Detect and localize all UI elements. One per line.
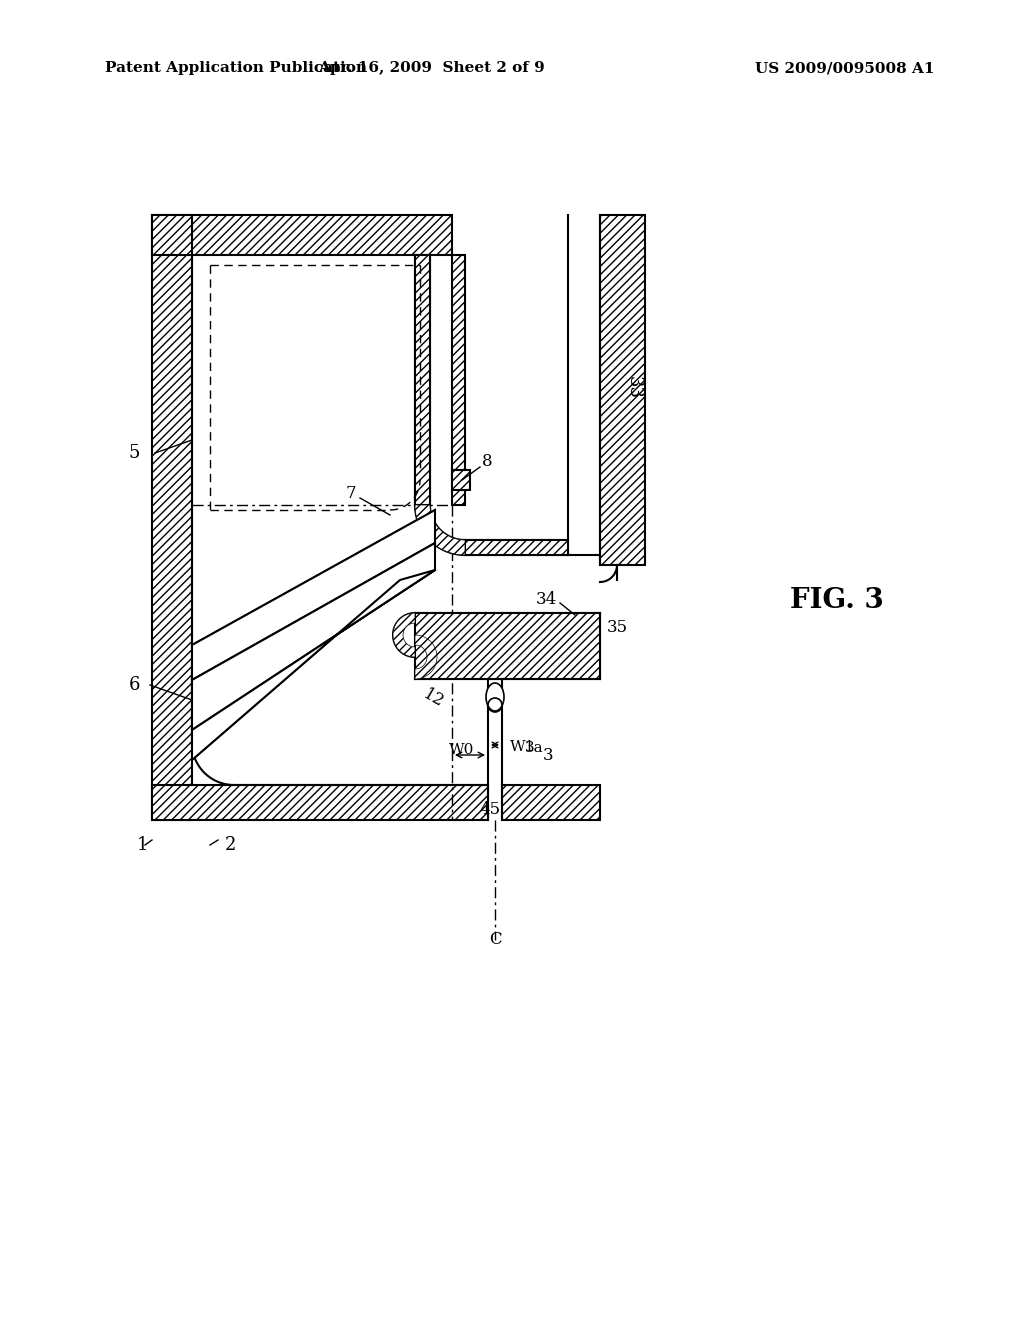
Polygon shape [393, 612, 415, 657]
Text: 35: 35 [607, 619, 628, 636]
Text: W1: W1 [510, 741, 536, 754]
Polygon shape [415, 612, 600, 678]
Polygon shape [415, 506, 465, 554]
Ellipse shape [486, 682, 504, 711]
Polygon shape [415, 635, 437, 678]
Text: 5: 5 [129, 444, 140, 462]
Polygon shape [193, 543, 435, 730]
Text: 6: 6 [128, 676, 140, 694]
Polygon shape [452, 255, 465, 506]
Text: 12: 12 [420, 685, 446, 710]
Text: US 2009/0095008 A1: US 2009/0095008 A1 [755, 61, 935, 75]
Text: Patent Application Publication: Patent Application Publication [105, 61, 367, 75]
Polygon shape [152, 215, 193, 820]
Text: 33: 33 [625, 376, 643, 400]
Text: 1: 1 [136, 836, 148, 854]
Polygon shape [465, 540, 568, 554]
Text: C: C [488, 932, 502, 949]
Polygon shape [152, 215, 452, 255]
Text: 8: 8 [482, 454, 493, 470]
Text: Apr. 16, 2009  Sheet 2 of 9: Apr. 16, 2009 Sheet 2 of 9 [318, 61, 546, 75]
Polygon shape [415, 255, 430, 506]
Text: 3: 3 [543, 747, 554, 763]
Text: W0: W0 [450, 743, 475, 756]
Polygon shape [452, 470, 470, 490]
Polygon shape [152, 785, 488, 820]
Text: FIG. 3: FIG. 3 [790, 586, 884, 614]
Polygon shape [600, 215, 645, 565]
Text: 34: 34 [536, 591, 557, 609]
Polygon shape [193, 570, 435, 760]
Text: 45: 45 [479, 801, 501, 818]
Text: 2: 2 [225, 836, 237, 854]
Polygon shape [193, 510, 435, 680]
Text: 7: 7 [345, 486, 356, 503]
Polygon shape [502, 785, 600, 820]
Text: 3a: 3a [525, 741, 544, 755]
